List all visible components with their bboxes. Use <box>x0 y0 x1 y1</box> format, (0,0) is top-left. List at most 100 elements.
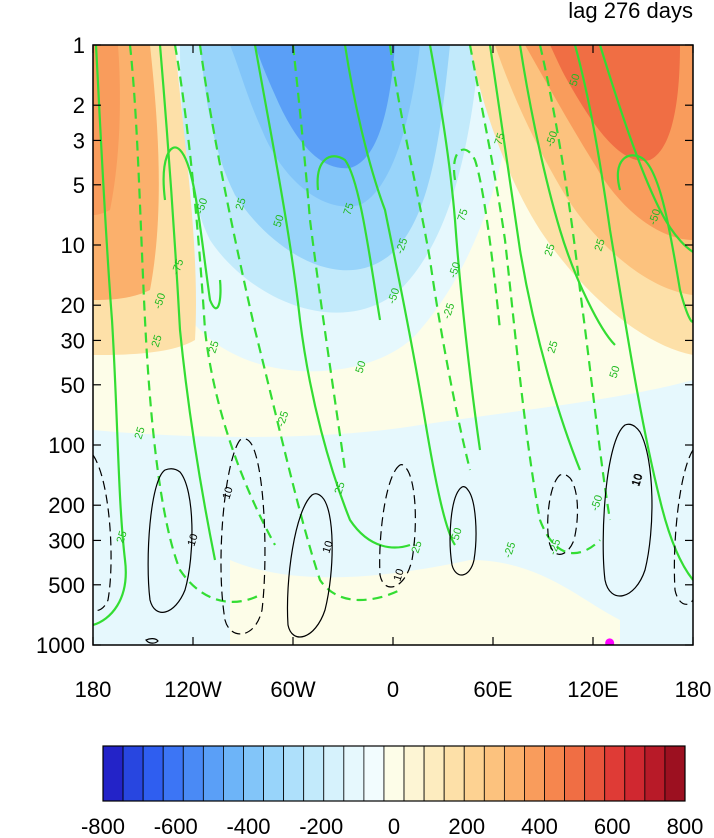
green-contour-label: 50 <box>608 364 623 379</box>
colorbar-swatch <box>403 745 425 802</box>
green-contour-neg <box>291 45 347 471</box>
green-contour-label: 25 <box>234 196 249 211</box>
green-contour-label: -75 <box>170 258 186 277</box>
colorbar-swatch <box>243 745 264 802</box>
y-tick-label: 2 <box>73 93 85 118</box>
green-contour-label: 25 <box>410 539 425 554</box>
colorbar-swatch <box>202 745 224 802</box>
colorbar: -800 -600 -400 -200 0 200 400 600 800 <box>81 745 704 838</box>
green-contour-label: 75 <box>342 201 357 216</box>
green-contour-neg <box>128 45 261 603</box>
x-tick-label: 0 <box>387 677 399 702</box>
green-contour-pos <box>158 45 217 561</box>
colorbar-swatch <box>604 745 626 802</box>
colorbar-swatch <box>263 745 285 802</box>
black-contour-labels: 10 10 10 10 10 <box>186 472 646 582</box>
y-tick-label: 10 <box>61 233 85 258</box>
x-tick-label: 120W <box>164 677 222 702</box>
green-contour-pos <box>616 154 693 323</box>
colorbar-swatch <box>343 745 365 802</box>
colorbar-swatch <box>524 745 545 802</box>
y-tick-label: 200 <box>48 493 85 518</box>
black-contour-label: 10 <box>221 485 236 500</box>
green-contour-label: -50 <box>194 197 210 216</box>
green-contour-label: 10 <box>630 472 645 487</box>
green-contour-label: 50 <box>450 526 465 541</box>
green-contour-pos <box>598 45 693 253</box>
green-contour-label: 25 <box>546 339 561 354</box>
panel-title: lag 276 days <box>568 0 693 23</box>
black-contour-label: 10 <box>392 567 407 582</box>
green-contour-label: -25 <box>547 538 563 557</box>
y-tick-label: 20 <box>61 293 85 318</box>
colorbar-frame <box>102 745 686 802</box>
green-contour-pos <box>253 45 411 549</box>
green-contour-label: -50 <box>447 261 463 280</box>
colorbar-label: 800 <box>667 814 704 838</box>
filled-field <box>93 45 693 645</box>
green-contour-label: -50 <box>544 130 560 149</box>
y-tick-label: 1000 <box>36 633 85 658</box>
green-contour-label: 25 <box>133 425 148 440</box>
y-tick-label: 30 <box>61 328 85 353</box>
black-contour-pos <box>147 468 193 613</box>
green-contour-label: 75 <box>456 207 471 222</box>
x-axis: 180 120W 60W 0 60E 120E 180 <box>75 45 712 702</box>
green-contour-pos <box>488 45 582 471</box>
y-tick-label: 3 <box>73 128 85 153</box>
green-contour-label: 25 <box>207 339 222 354</box>
green-contour-label: 75 <box>493 131 508 146</box>
black-contour-label: 10 <box>321 539 336 554</box>
green-contour-label: -25 <box>441 302 457 321</box>
green-contour-label: -25 <box>502 541 518 560</box>
colorbar-swatch <box>102 745 124 802</box>
colorbar-swatch <box>142 745 164 802</box>
y-axis: 1 2 3 5 10 20 30 50 100 200 300 500 1000 <box>36 33 693 658</box>
green-contour-pos <box>428 45 482 451</box>
black-contour-label: 10 <box>186 532 201 547</box>
green-contour-label: 50 <box>568 72 583 87</box>
colorbar-label: 0 <box>388 814 400 838</box>
black-contour-pos <box>286 493 333 638</box>
colorbar-swatch <box>644 745 666 802</box>
green-contour-label: -50 <box>386 287 402 306</box>
colorbar-swatch <box>463 745 485 802</box>
colorbar-swatch <box>303 745 325 802</box>
black-contour-neg <box>379 464 416 588</box>
colorbar-swatch <box>122 745 144 802</box>
black-contour-neg <box>93 454 112 612</box>
green-contour-label: -50 <box>647 208 663 227</box>
green-contour-neg <box>388 45 472 471</box>
y-tick-label: 50 <box>61 373 85 398</box>
colorbar-swatch <box>483 745 505 802</box>
green-contour-pos <box>518 45 616 346</box>
colorbar-label: 600 <box>594 814 631 838</box>
green-contour-labels: 25 -25 -75 -50 25 -50 25 25 50 75 25 50 -50 -25 75 -50 -… <box>115 72 664 559</box>
colorbar-swatch <box>443 745 465 802</box>
colorbar-label: -800 <box>81 814 125 838</box>
colorbar-swatch <box>283 745 305 802</box>
green-contour-pos <box>162 146 222 310</box>
green-contour-label: -25 <box>275 410 291 429</box>
colorbar-swatch <box>584 745 606 802</box>
black-contour-neg <box>220 438 266 635</box>
green-contour-pos <box>343 45 456 546</box>
plot-area: 25 -25 -75 -50 25 -50 25 25 50 75 25 50 -50 -25 75 -50 -… <box>93 45 693 645</box>
green-contour-label: 25 <box>115 529 130 544</box>
colorbar-swatch <box>323 745 345 802</box>
black-contour-small <box>145 638 159 644</box>
field-fill-pos-west-3 <box>93 45 120 215</box>
x-tick-label: 180 <box>675 677 712 702</box>
colorbar-label: 200 <box>448 814 485 838</box>
colorbar-label: 400 <box>521 814 558 838</box>
green-contours <box>93 45 693 627</box>
green-contour-label: 25 <box>333 480 348 495</box>
green-contour-neg <box>452 148 502 331</box>
y-tick-label: 300 <box>48 528 85 553</box>
green-contour-pos <box>93 45 127 627</box>
black-contour-pos <box>449 486 477 576</box>
black-contours <box>93 423 693 644</box>
green-contour-label: 50 <box>354 359 369 374</box>
colorbar-swatch <box>182 745 204 802</box>
